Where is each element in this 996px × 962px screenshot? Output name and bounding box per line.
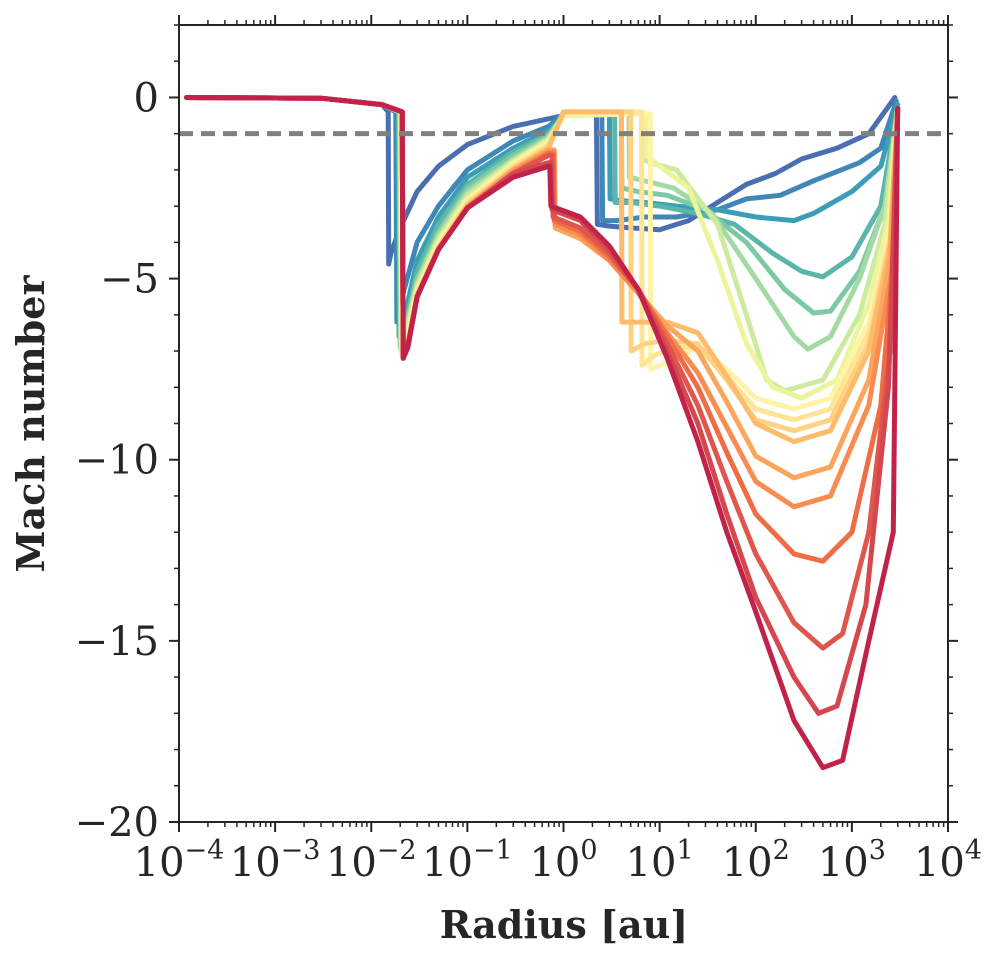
y-axis-title: Mach number [8, 275, 53, 573]
x-tick-label: 100 [529, 835, 597, 886]
x-tick-label: 101 [626, 835, 694, 886]
x-tick-label: 10−2 [326, 835, 417, 886]
series-line-18 [184, 95, 901, 771]
x-tick-label: 10−4 [134, 835, 225, 886]
axes: 10−4 10−3 10−2 10−1 100 101 102 103 104 0 −5 −10 −15… [75, 15, 982, 886]
y-tick-label: −5 [100, 257, 159, 303]
x-tick-label: 10−1 [422, 835, 513, 886]
x-tick-label: 103 [818, 835, 886, 886]
series-line-8 [184, 95, 901, 401]
series-line-10 [184, 95, 901, 423]
x-tick-label: 10−3 [230, 835, 321, 886]
plot-area [179, 95, 948, 771]
x-axis-title: Radius [au] [440, 902, 689, 947]
y-tick-label: −20 [75, 800, 159, 846]
x-tick-label: 102 [722, 835, 790, 886]
y-tick-label: −15 [75, 619, 159, 665]
x-tick-label: 104 [914, 835, 982, 886]
series-line-9 [184, 95, 901, 412]
series-line-7 [184, 95, 901, 394]
y-tick-label: −10 [75, 438, 159, 484]
y-tick-label: 0 [134, 75, 159, 121]
series-line-1 [184, 95, 898, 267]
series-line-16 [184, 95, 901, 651]
